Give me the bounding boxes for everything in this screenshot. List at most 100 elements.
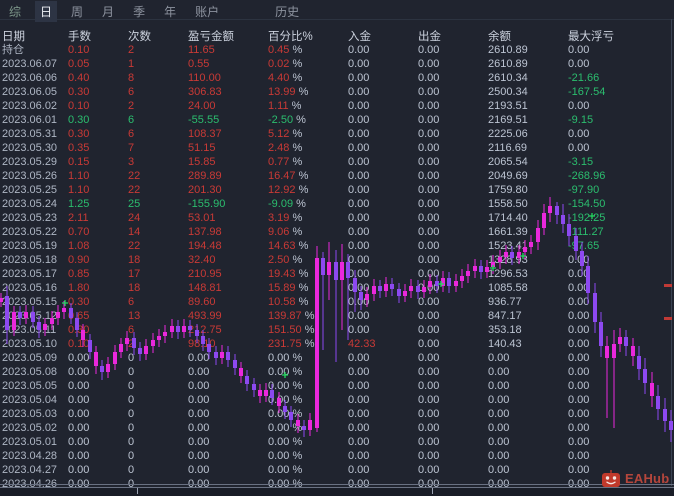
- cell: 0.00: [568, 366, 590, 378]
- table-row[interactable]: 2023.06.06 0.40 8 110.00 4.40 % 0.00 0.00 2610.…: [0, 71, 674, 85]
- table-row[interactable]: 2023.05.16 1.80 18 148.81 15.89 % 0.00 0.00 108…: [0, 281, 674, 295]
- column-header: 入金: [348, 31, 371, 43]
- cell: -192.25: [568, 212, 606, 224]
- cell: 2023.04.28: [2, 450, 58, 462]
- cell: 0.00: [568, 254, 590, 266]
- column-header: 百分比%: [268, 31, 313, 43]
- cell: 0.00: [418, 226, 440, 238]
- cell: 0.00: [418, 282, 440, 294]
- cell: 0.30: [68, 128, 90, 140]
- cell: 0.00: [68, 436, 90, 448]
- cell: 6: [128, 114, 135, 126]
- table-row[interactable]: 2023.05.04 0.00 0 0.00 0.00 % 0.00 0.00 0.00 0.0…: [0, 393, 674, 407]
- cell: 0: [128, 366, 135, 378]
- cell: -2.50 %: [268, 114, 306, 126]
- table-row[interactable]: 2023.05.31 0.30 6 108.37 5.12 % 0.00 0.00 2225.…: [0, 127, 674, 141]
- cell: 0.00: [348, 142, 370, 154]
- table-row[interactable]: 2023.06.01 0.30 6 -55.55 -2.50 % 0.00 0.00 2169…: [0, 113, 674, 127]
- cell: 2.50 %: [268, 254, 303, 266]
- cell: 2500.34: [488, 86, 528, 98]
- cell: 0.00: [68, 394, 90, 406]
- cell: 306.83: [188, 86, 222, 98]
- table-row[interactable]: 2023.05.01 0.00 0 0.00 0.00 % 0.00 0.00 0.00 0.0…: [0, 435, 674, 449]
- cell: 0.00: [418, 240, 440, 252]
- table-row[interactable]: 2023.04.28 0.00 0 0.00 0.00 % 0.00 0.00 0.00 0.0…: [0, 449, 674, 463]
- table-row[interactable]: 2023.06.05 0.30 6 306.83 13.99 % 0.00 0.00 2500…: [0, 85, 674, 99]
- cell: 0.00 %: [268, 408, 303, 420]
- table-row[interactable]: 2023.05.02 0.00 0 0.00 0.00 % 0.00 0.00 0.00 0.0…: [0, 421, 674, 435]
- table-row[interactable]: 2023.05.10 0.10 2 98.10 231.75 % 42.33 0.00 140…: [0, 337, 674, 351]
- table-row[interactable]: 2023.05.29 0.15 3 15.85 0.77 % 0.00 0.00 2065.5…: [0, 155, 674, 169]
- cell: 1: [128, 58, 135, 70]
- cell: -268.96: [568, 170, 606, 182]
- table-row[interactable]: 2023.05.30 0.35 7 51.15 2.48 % 0.00 0.00 2116.6…: [0, 141, 674, 155]
- cell: 0.00: [68, 380, 90, 392]
- table-row[interactable]: 持仓 0.10 2 11.65 0.45 % 0.00 0.00 2610.89 0.00: [0, 43, 674, 57]
- cell: 13: [128, 310, 141, 322]
- table-row[interactable]: 2023.05.05 0.00 0 0.00 0.00 % 0.00 0.00 0.00 0.0…: [0, 379, 674, 393]
- cell: 137.98: [188, 226, 222, 238]
- menu-item-5[interactable]: 季: [133, 4, 146, 19]
- cell: 1328.93: [488, 254, 528, 266]
- cell: -3.15: [568, 156, 594, 168]
- menu-item-1[interactable]: 综: [9, 4, 22, 19]
- cell: 0.00: [348, 128, 370, 140]
- cell: 0.00: [418, 170, 440, 182]
- table-row[interactable]: 2023.05.19 1.08 22 194.48 14.63 % 0.00 0.00 152…: [0, 239, 674, 253]
- cell: 1.25: [68, 198, 90, 210]
- cell: 148.81: [188, 282, 222, 294]
- table-row[interactable]: 2023.05.08 0.00 0 0.00 0.00 % 0.00 0.00 0.00 0.0…: [0, 365, 674, 379]
- table-row[interactable]: 2023.06.02 0.10 2 24.00 1.11 % 0.00 0.00 2193.5…: [0, 99, 674, 113]
- menu-item-7[interactable]: 账户: [195, 4, 220, 19]
- cell: 0.00: [348, 464, 370, 476]
- cell: 2023.06.07: [2, 58, 58, 70]
- table-row[interactable]: 2023.04.27 0.00 0 0.00 0.00 % 0.00 0.00 0.00 0.0…: [0, 463, 674, 477]
- table-row[interactable]: 2023.06.07 0.05 1 0.55 0.02 % 0.00 0.00 2610.89…: [0, 57, 674, 71]
- cell: 25: [128, 198, 141, 210]
- table-row[interactable]: 2023.05.12 0.65 13 493.99 139.87 % 0.00 0.00 84…: [0, 309, 674, 323]
- cell: 0.10: [68, 100, 90, 112]
- table-row[interactable]: 2023.05.23 2.11 24 53.01 3.19 % 0.00 0.00 1714.…: [0, 211, 674, 225]
- menu-item-4[interactable]: 月: [102, 4, 115, 19]
- cell: 1.10: [68, 170, 90, 182]
- table-row[interactable]: 2023.05.22 0.70 14 137.98 9.06 % 0.00 0.00 1661…: [0, 225, 674, 239]
- cell: 0.00: [418, 450, 440, 462]
- cell: -97.65: [568, 240, 600, 252]
- table-row[interactable]: 2023.05.26 1.10 22 289.89 16.47 % 0.00 0.00 204…: [0, 169, 674, 183]
- cell: 0.00: [348, 394, 370, 406]
- table-row[interactable]: 2023.05.24 1.25 25 -155.90 -9.09 % 0.00 0.00 15…: [0, 197, 674, 211]
- table-row[interactable]: 2023.05.09 0.00 0 0.00 0.00 % 0.00 0.00 0.00 0.0…: [0, 351, 674, 365]
- cell: 0.00: [418, 86, 440, 98]
- cell: 0: [128, 464, 135, 476]
- cell: 53.01: [188, 212, 216, 224]
- table-row[interactable]: 2023.05.15 0.30 6 89.60 10.58 % 0.00 0.00 936.7…: [0, 295, 674, 309]
- cell: 0.00: [488, 408, 510, 420]
- table-row[interactable]: 2023.05.17 0.85 17 210.95 19.43 % 0.00 0.00 129…: [0, 267, 674, 281]
- cell: 0.00: [568, 464, 590, 476]
- cell: 0.00: [68, 450, 90, 462]
- table-row[interactable]: 2023.05.25 1.10 22 201.30 12.92 % 0.00 0.00 175…: [0, 183, 674, 197]
- menu-item-2[interactable]: 日: [35, 0, 58, 22]
- cell: 2: [128, 44, 135, 56]
- cell: 0.00: [418, 366, 440, 378]
- cell: 0.00: [68, 422, 90, 434]
- table-row[interactable]: 2023.05.03 0.00 0 0.00 0.00 % 0.00 0.00 0.00 0.0…: [0, 407, 674, 421]
- cell: 0.00: [348, 72, 370, 84]
- cell: 6: [128, 296, 135, 308]
- cell: 0.00: [418, 352, 440, 364]
- menu-item-8[interactable]: 历史: [275, 4, 300, 19]
- menu-item-6[interactable]: 年: [164, 4, 177, 19]
- table-row[interactable]: 2023.05.11 0.30 6 212.75 151.50 % 0.00 0.00 353…: [0, 323, 674, 337]
- cell: 0.00: [418, 198, 440, 210]
- menu-item-3[interactable]: 周: [71, 4, 84, 19]
- cell: 0.00 %: [268, 394, 303, 406]
- cell: 0.00: [188, 464, 210, 476]
- cell: 2169.51: [488, 114, 528, 126]
- cell: 0.00: [418, 58, 440, 70]
- table-row[interactable]: 2023.05.18 0.90 18 32.40 2.50 % 0.00 0.00 1328.…: [0, 253, 674, 267]
- cell: 0.65: [68, 310, 90, 322]
- cell: 1.80: [68, 282, 90, 294]
- cell: 0.00: [348, 114, 370, 126]
- cell: 0.30: [68, 324, 90, 336]
- cell: 19.43 %: [268, 268, 309, 280]
